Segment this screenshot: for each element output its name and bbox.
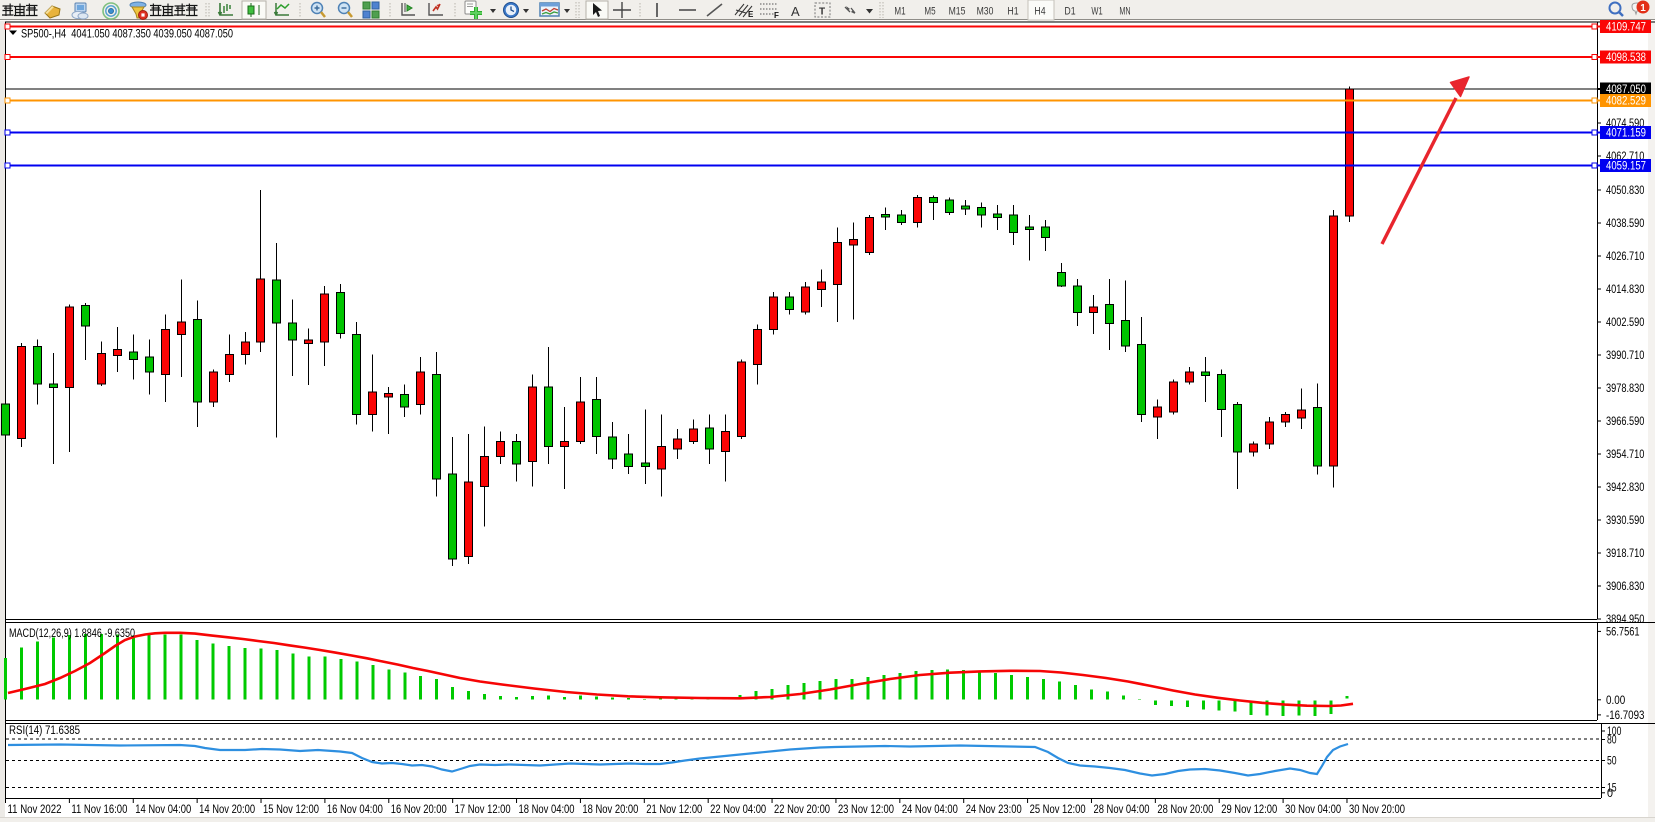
svg-text:22 Nov 20:00: 22 Nov 20:00 [774, 804, 830, 816]
svg-text:80: 80 [1607, 735, 1617, 747]
svg-text:M15: M15 [949, 6, 966, 18]
svg-text:3894.950: 3894.950 [1606, 614, 1644, 626]
svg-text:3906.830: 3906.830 [1606, 581, 1644, 593]
svg-text:E: E [748, 10, 754, 19]
svg-text:3942.830: 3942.830 [1606, 482, 1644, 494]
svg-text:3966.590: 3966.590 [1606, 416, 1644, 428]
svg-text:30 Nov 04:00: 30 Nov 04:00 [1285, 804, 1341, 816]
svg-text:28 Nov 20:00: 28 Nov 20:00 [1157, 804, 1213, 816]
svg-text:14 Nov 04:00: 14 Nov 04:00 [135, 804, 191, 816]
svg-text:M1: M1 [894, 6, 905, 18]
svg-text:3918.710: 3918.710 [1606, 548, 1644, 560]
svg-text:17 Nov 12:00: 17 Nov 12:00 [455, 804, 511, 816]
svg-text:D1: D1 [1064, 6, 1075, 18]
svg-text:23 Nov 12:00: 23 Nov 12:00 [838, 804, 894, 816]
svg-text:1: 1 [1640, 3, 1646, 14]
svg-text:4002.590: 4002.590 [1606, 317, 1644, 329]
svg-text:4059.157: 4059.157 [1606, 161, 1646, 173]
svg-text:RSI(14) 71.6385: RSI(14) 71.6385 [9, 725, 80, 737]
svg-text:H1: H1 [1007, 6, 1018, 18]
svg-text:W1: W1 [1091, 6, 1102, 18]
svg-text:M5: M5 [924, 6, 935, 18]
svg-text:SP500-,H4 4041.050 4087.350 4: SP500-,H4 4041.050 4087.350 4039.050 408… [21, 27, 233, 41]
svg-text:0.00: 0.00 [1606, 695, 1625, 707]
svg-text:-16.7093: -16.7093 [1606, 710, 1644, 722]
svg-text:A: A [791, 4, 800, 19]
svg-text:15 Nov 12:00: 15 Nov 12:00 [263, 804, 319, 816]
svg-text:56.7561: 56.7561 [1606, 626, 1640, 638]
svg-text:H4: H4 [1034, 6, 1045, 18]
svg-text:4098.538: 4098.538 [1606, 52, 1646, 64]
svg-text:3930.590: 3930.590 [1606, 515, 1644, 527]
svg-text:18 Nov 20:00: 18 Nov 20:00 [582, 804, 638, 816]
svg-text:T: T [819, 7, 825, 18]
svg-text:3978.830: 3978.830 [1606, 383, 1644, 395]
svg-text:4050.830: 4050.830 [1606, 185, 1644, 197]
svg-text:0: 0 [1607, 788, 1613, 800]
svg-text:14 Nov 20:00: 14 Nov 20:00 [199, 804, 255, 816]
svg-text:F: F [774, 11, 779, 20]
svg-text:24 Nov 04:00: 24 Nov 04:00 [902, 804, 958, 816]
svg-text:3990.710: 3990.710 [1606, 350, 1644, 362]
svg-text:16 Nov 04:00: 16 Nov 04:00 [327, 804, 383, 816]
svg-text:29 Nov 12:00: 29 Nov 12:00 [1221, 804, 1277, 816]
svg-text:18 Nov 04:00: 18 Nov 04:00 [519, 804, 575, 816]
svg-text:M30: M30 [977, 6, 994, 18]
svg-text:4109.747: 4109.747 [1606, 22, 1646, 34]
svg-text:4026.710: 4026.710 [1606, 251, 1644, 263]
svg-text:4087.050: 4087.050 [1606, 84, 1646, 96]
svg-text:28 Nov 04:00: 28 Nov 04:00 [1093, 804, 1149, 816]
svg-text:50: 50 [1607, 756, 1617, 768]
svg-text:30 Nov 20:00: 30 Nov 20:00 [1349, 804, 1405, 816]
svg-text:11 Nov 16:00: 11 Nov 16:00 [71, 804, 127, 816]
svg-text:MN: MN [1119, 6, 1130, 18]
svg-text:MACD(12,26,9) 1.8846 -9.6350: MACD(12,26,9) 1.8846 -9.6350 [9, 628, 135, 640]
svg-text:3954.710: 3954.710 [1606, 449, 1644, 461]
svg-text:4038.590: 4038.590 [1606, 218, 1644, 230]
svg-text:16 Nov 20:00: 16 Nov 20:00 [391, 804, 447, 816]
svg-text:4071.159: 4071.159 [1606, 128, 1646, 140]
svg-text:4014.830: 4014.830 [1606, 284, 1644, 296]
svg-text:24 Nov 23:00: 24 Nov 23:00 [966, 804, 1022, 816]
svg-text:21 Nov 12:00: 21 Nov 12:00 [646, 804, 702, 816]
svg-text:100: 100 [1607, 726, 1621, 738]
svg-text:15: 15 [1607, 783, 1617, 795]
svg-text:11 Nov 2022: 11 Nov 2022 [8, 804, 62, 816]
svg-text:4082.529: 4082.529 [1606, 96, 1646, 108]
svg-text:25 Nov 12:00: 25 Nov 12:00 [1030, 804, 1086, 816]
svg-text:22 Nov 04:00: 22 Nov 04:00 [710, 804, 766, 816]
